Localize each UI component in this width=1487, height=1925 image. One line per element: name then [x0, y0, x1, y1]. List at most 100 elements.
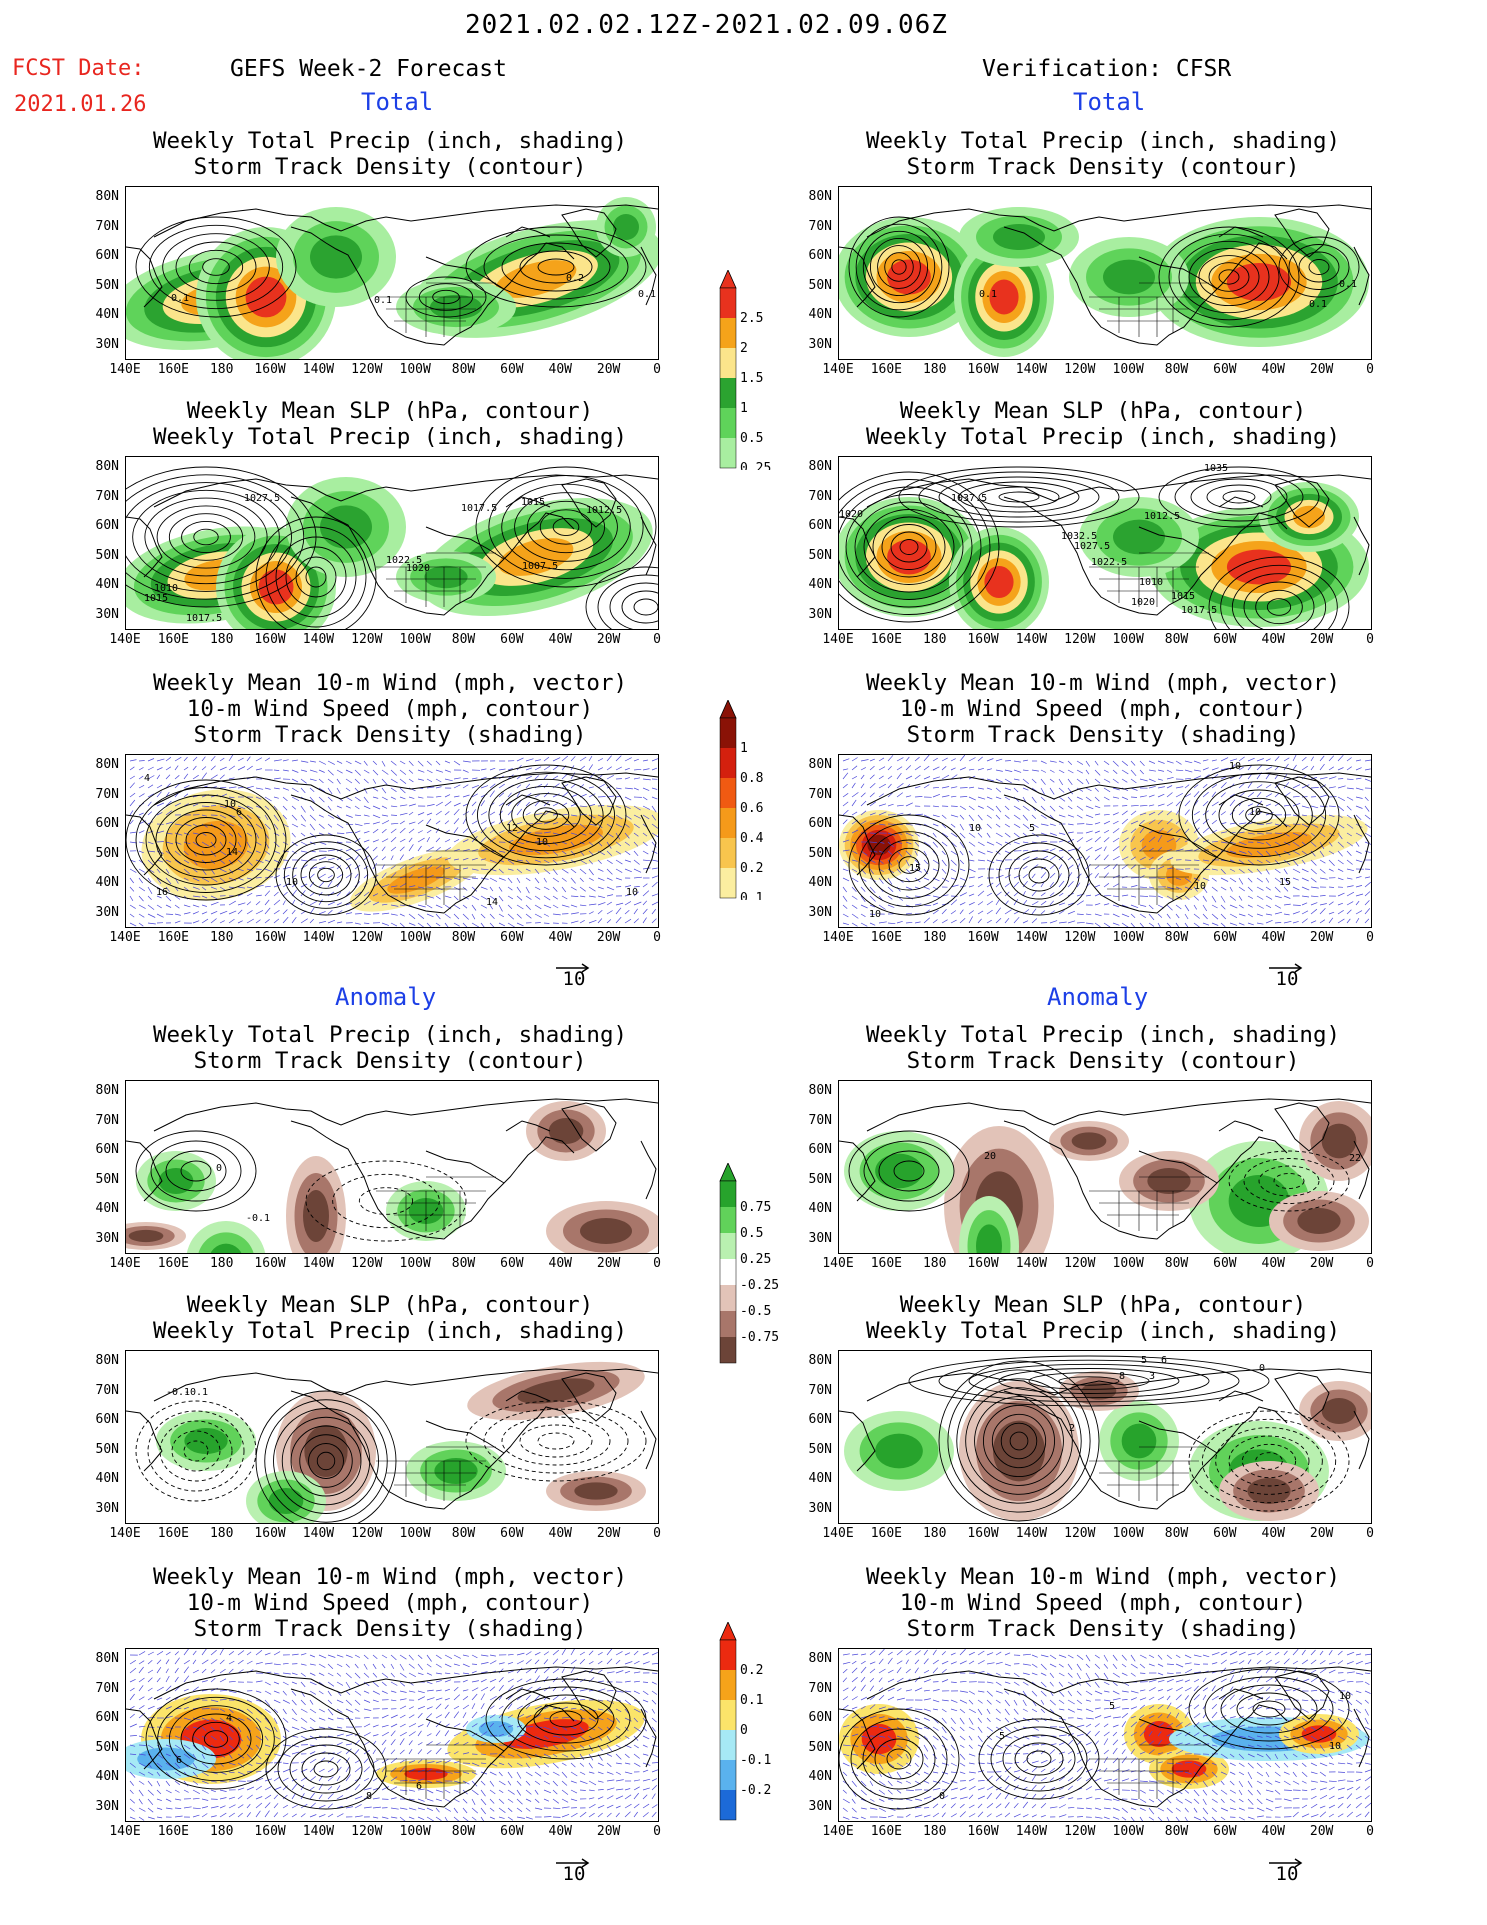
lat-tick-label: 40N [808, 1769, 832, 1784]
contour-label: 20 [984, 1151, 996, 1162]
contour-label: 10 [626, 887, 638, 898]
lon-tick-label: 140W [302, 362, 335, 377]
colorbar-swatch [720, 868, 736, 898]
lon-tick-label: 140E [109, 1824, 141, 1839]
page-title: 2021.02.02.12Z-2021.02.09.06Z [465, 10, 948, 40]
lat-tick-label: 80N [95, 1083, 119, 1098]
lat-tick-label: 70N [95, 1680, 119, 1696]
contour-label: 14 [226, 847, 238, 858]
contour-label: 1015 [521, 497, 545, 508]
lon-tick-label: 0 [653, 1824, 661, 1839]
lat-tick-label: 50N [95, 1441, 119, 1457]
lon-tick-label: 80W [1164, 1256, 1189, 1271]
contour-label: 0.1 [638, 289, 656, 300]
p12-title: Weekly Mean 10-m Wind (mph, vector) 10-m … [865, 1564, 1341, 1642]
lon-tick-label: 80W [451, 632, 476, 647]
colorbar-label: 0.25 [740, 461, 771, 470]
lon-tick-label: 160E [157, 362, 190, 377]
lon-tick-label: 60W [1213, 1256, 1237, 1271]
lon-tick-label: 180 [209, 362, 234, 377]
lon-tick-label: 160W [254, 1824, 286, 1839]
colorbar-label: 0.4 [740, 831, 764, 846]
contour-label: 10 [1229, 761, 1241, 772]
lat-tick-label: 60N [95, 1710, 119, 1725]
lon-tick-label: 20W [596, 1526, 621, 1541]
lat-tick-label: 50N [95, 1171, 119, 1187]
vector-arrow-icon [556, 963, 590, 973]
lat-tick-label: 60N [95, 1142, 119, 1157]
right-anomaly-label: Anomaly [1047, 983, 1149, 1011]
contour-label: 0.1 [1339, 279, 1357, 290]
colorbar-swatch [720, 348, 736, 378]
lat-tick-label: 60N [808, 1710, 832, 1725]
p1-title: Weekly Total Precip (inch, shading) Storm… [152, 128, 628, 180]
contour-label: 0.2 [566, 273, 584, 284]
lon-tick-label: 160W [967, 930, 999, 945]
contour-label: 22 [1349, 1153, 1361, 1164]
colorbar-label: -0.75 [740, 1330, 779, 1345]
contour-label: 15 [909, 863, 921, 874]
colorbar-swatch [720, 288, 736, 318]
lat-tick-label: 50N [808, 1171, 832, 1187]
contour-label: 8 [366, 1791, 372, 1802]
lat-tick-label: 30N [808, 606, 832, 622]
vector-ref-left-anom [554, 1853, 594, 1872]
lat-tick-label: 80N [95, 459, 119, 474]
colorbar-swatch [720, 1285, 736, 1311]
lat-tick-label: 40N [95, 875, 119, 890]
contour-label: 1007.5 [522, 561, 558, 572]
contour-label: 10 [1194, 881, 1206, 892]
contour-label: 1022.5 [1091, 557, 1127, 568]
lon-tick-label: 0 [1366, 1256, 1374, 1271]
lon-tick-label: 20W [1309, 1824, 1334, 1839]
map-p3-forecast-wind: 4 6 10 14 10 16 12 14 10 10 [125, 754, 659, 928]
contour-label: 4 [226, 1713, 232, 1724]
lon-tick-label: 140E [822, 930, 854, 945]
lon-tick-label: 120W [1064, 362, 1096, 377]
lon-tick-label: 0 [653, 632, 661, 647]
lat-tick-label: 70N [808, 1382, 832, 1398]
fcst-label: FCST Date: [12, 56, 145, 81]
lat-tick-label: 40N [95, 1769, 119, 1784]
lon-tick-label: 100W [399, 632, 431, 647]
lon-tick-label: 140E [109, 362, 141, 377]
contour-label: 0.1 [171, 293, 189, 304]
lat-tick-label: 80N [95, 189, 119, 204]
contour-label: 1017.5 [186, 613, 222, 624]
lat-tick-label: 60N [808, 1412, 832, 1427]
contour-label: 1017.5 [461, 503, 497, 514]
lat-tick-label: 30N [95, 1230, 119, 1246]
vector-ref-right [1267, 958, 1307, 977]
lon-tick-label: 180 [922, 1526, 947, 1541]
contour-label: 6 [176, 1755, 182, 1766]
lat-tick-label: 30N [95, 1500, 119, 1516]
lon-tick-label: 140W [302, 1256, 335, 1271]
map-p4-verif-precip-storm: 0.1 0.1 0.1 [838, 186, 1372, 360]
lon-tick-label: 140W [1015, 1526, 1048, 1541]
colorbar-swatch [720, 408, 736, 438]
lon-tick-label: 0 [1366, 930, 1374, 945]
colorbar-storm-total: 1 0.8 0.6 0.4 0.2 0.1 [718, 699, 788, 906]
lon-tick-label: 180 [209, 930, 234, 945]
contour-label: 1022.5 [386, 555, 422, 566]
map-p12-verif-anom-wind: 10 5 0 10 5 [838, 1648, 1372, 1822]
contour-label: 5 [1029, 823, 1035, 834]
lat-tick-label: 60N [808, 1142, 832, 1157]
contour-label: 1020 [839, 509, 863, 520]
contour-label: 0 [1259, 1363, 1265, 1374]
lon-tick-label: 100W [1112, 632, 1144, 647]
map-p10-verif-anom-precip-storm: 20 22 [838, 1080, 1372, 1254]
lat-tick-label: 80N [808, 189, 832, 204]
vector-ref-right-anom [1267, 1853, 1307, 1872]
lon-tick-label: 60W [1213, 1526, 1237, 1541]
lon-tick-label: 160E [870, 632, 903, 647]
colorbar-swatch [720, 1730, 736, 1760]
lat-tick-label: 60N [95, 518, 119, 533]
contour-label: 5 [999, 1731, 1005, 1742]
lon-tick-label: 20W [596, 362, 621, 377]
contour-label: 12 [506, 823, 518, 834]
colorbar-precip-anomaly: 0.75 0.5 0.25 -0.25 -0.5 -0.75 [718, 1162, 788, 1369]
lon-tick-label: 180 [209, 1526, 234, 1541]
p2-title: Weekly Mean SLP (hPa, contour) Weekly Tot… [152, 398, 628, 450]
lon-tick-label: 100W [1112, 1824, 1144, 1839]
